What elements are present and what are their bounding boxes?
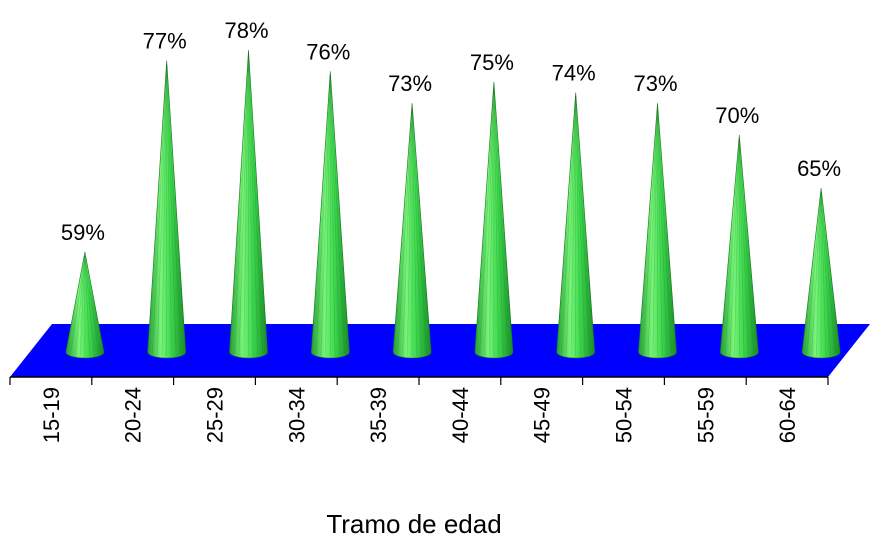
- data-label-50-54: 73%: [633, 71, 677, 96]
- cone-bar-60-64: [801, 188, 841, 359]
- x-tick-label-50-54: 50-54: [612, 387, 637, 443]
- cone-bar-55-59: [719, 135, 759, 359]
- data-label-30-34: 76%: [306, 39, 350, 64]
- data-label-40-44: 75%: [470, 50, 514, 75]
- x-axis-ticks: [9, 377, 829, 385]
- cone-bar-35-39: [392, 103, 432, 359]
- cones-layer: [65, 49, 841, 359]
- x-tick-label-60-64: 60-64: [775, 387, 800, 443]
- x-tick-label-30-34: 30-34: [284, 387, 309, 443]
- data-labels-layer: 59% 77% 78% 76% 73% 75% 74% 73% 70% 65%: [61, 18, 841, 245]
- data-label-60-64: 65%: [797, 156, 841, 181]
- cone-bar-25-29: [229, 49, 268, 359]
- cone-bar-45-49: [556, 92, 596, 359]
- cone-bar-20-24: [147, 60, 187, 359]
- data-label-45-49: 74%: [552, 61, 596, 86]
- x-tick-label-25-29: 25-29: [203, 387, 228, 443]
- x-tick-label-55-59: 55-59: [693, 387, 718, 443]
- cone-bar-30-34: [310, 71, 350, 359]
- cone-bar-50-54: [638, 103, 677, 359]
- x-tick-label-45-49: 45-49: [530, 387, 555, 443]
- data-label-20-24: 77%: [143, 29, 187, 54]
- cone-bar-15-19: [65, 251, 105, 359]
- x-tick-label-20-24: 20-24: [121, 387, 146, 443]
- x-tick-label-15-19: 15-19: [39, 387, 64, 443]
- cone-bar-40-44: [474, 81, 514, 359]
- data-label-25-29: 78%: [224, 18, 268, 43]
- x-axis-title: Tramo de edad: [326, 509, 501, 537]
- data-label-55-59: 70%: [715, 103, 759, 128]
- x-tick-label-40-44: 40-44: [448, 387, 473, 443]
- x-axis-tick-labels: 15-19 20-24 25-29 30-34 35-39 40-44 45-49 50-54…: [39, 387, 800, 443]
- data-label-15-19: 59%: [61, 220, 105, 245]
- data-label-35-39: 73%: [388, 71, 432, 96]
- x-tick-label-35-39: 35-39: [366, 387, 391, 443]
